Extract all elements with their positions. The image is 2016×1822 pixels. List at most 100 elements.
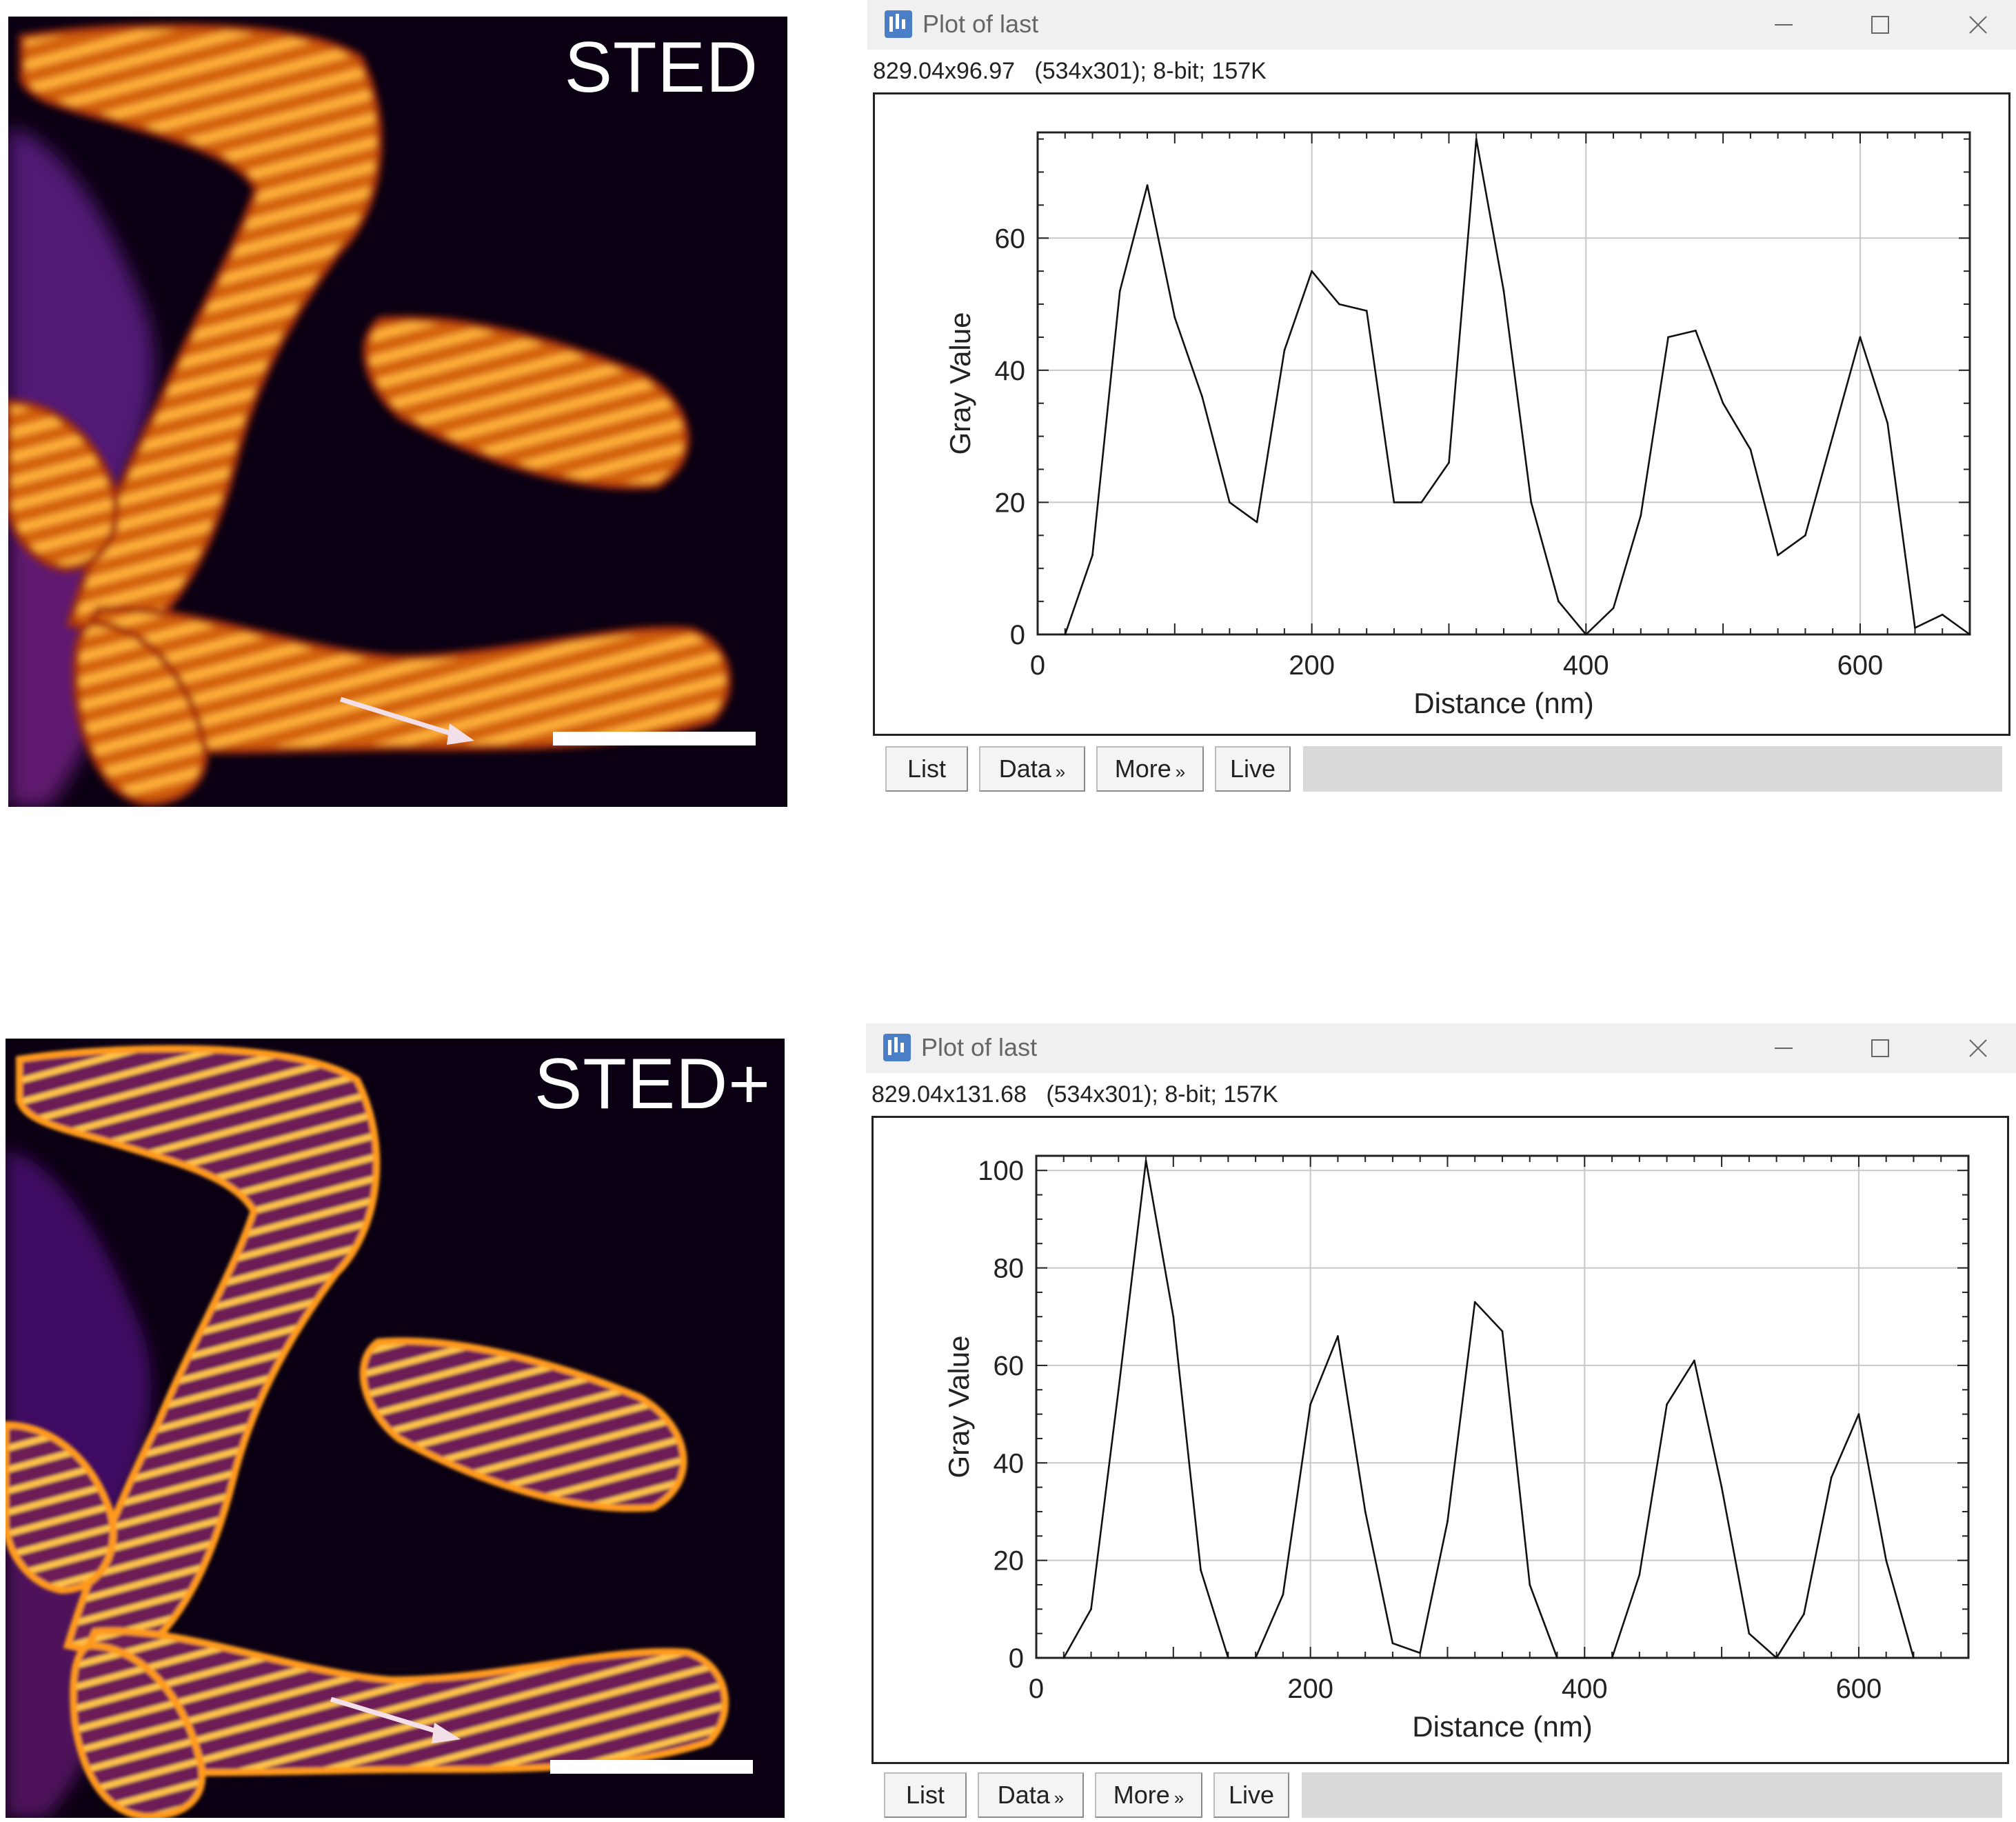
image-info: 829.04x96.97 (534x301); 8-bit; 157K	[873, 58, 1267, 84]
data-point	[1256, 521, 1258, 523]
maximize-icon	[1871, 16, 1889, 34]
close-button[interactable]	[1947, 1028, 2009, 1069]
minimize-button[interactable]	[1753, 1028, 1815, 1069]
y-tick-label: 20	[994, 1546, 1025, 1576]
data-point	[1172, 1315, 1175, 1318]
data-point	[1364, 1510, 1367, 1513]
maximize-icon	[1871, 1039, 1889, 1057]
x-tick-label: 400	[1562, 1674, 1608, 1704]
close-button[interactable]	[1947, 4, 2009, 46]
data-point	[1391, 1642, 1394, 1645]
data-point	[1062, 1656, 1065, 1659]
data-point	[1749, 448, 1752, 451]
maximize-button[interactable]	[1849, 4, 1911, 46]
data-point	[1831, 435, 1834, 438]
profile-line	[1062, 1159, 1915, 1659]
y-tick-label: 60	[995, 223, 1026, 254]
button-row: List Data» More» Live	[885, 746, 2016, 794]
line-chart: 0 200 400 600 0 20 40 60 Distance (nm) Gray Value	[944, 131, 1971, 719]
data-point	[1886, 422, 1889, 424]
data-point	[1448, 461, 1450, 464]
data-point	[1117, 1388, 1120, 1391]
data-point	[1064, 633, 1067, 636]
data-point	[1638, 1574, 1641, 1576]
minimize-icon	[1775, 24, 1793, 26]
plot-frame	[1036, 131, 1971, 636]
title-bar[interactable]: Plot of last	[866, 1023, 2016, 1073]
image-label: STED	[564, 28, 758, 108]
minimize-button[interactable]	[1753, 4, 1815, 46]
more-button[interactable]: More»	[1095, 1772, 1202, 1818]
data-point	[1583, 1656, 1586, 1659]
data-point	[1804, 534, 1806, 537]
data-button[interactable]: Data»	[978, 1772, 1084, 1818]
data-point	[1775, 1656, 1778, 1659]
x-tick-label: 200	[1287, 1674, 1333, 1704]
y-tick-label: 40	[994, 1448, 1025, 1479]
x-tick-label: 600	[1837, 650, 1884, 681]
data-point	[1914, 627, 1916, 629]
data-point	[1667, 336, 1669, 339]
data-point	[1475, 138, 1478, 140]
data-point	[1365, 310, 1368, 312]
plot-window-sted-plus: Plot of last 829.04x131.68 (534x301); 8-…	[866, 1023, 2016, 1822]
profile-arrow	[339, 697, 465, 740]
close-icon	[1969, 16, 1987, 34]
data-point	[1803, 1612, 1805, 1615]
plot-window-sted: Plot of last 829.04x96.97 (534x301); 8-b…	[867, 0, 2016, 807]
data-point	[1447, 1520, 1449, 1523]
more-button[interactable]: More»	[1096, 746, 1204, 792]
data-point	[1090, 1608, 1092, 1610]
data-point	[1968, 633, 1971, 636]
data-point	[1146, 184, 1149, 187]
data-point	[1885, 1559, 1888, 1562]
data-point	[1859, 336, 1862, 339]
plot-area: 0 200 400 600 0 20 40 60 80 100 Distance (nm) Gray …	[871, 1116, 2009, 1764]
data-point	[1419, 1652, 1422, 1654]
list-button[interactable]: List	[884, 1772, 967, 1818]
data-point	[1694, 329, 1697, 332]
imagej-app-icon	[883, 1034, 911, 1061]
data-button[interactable]: Data»	[979, 746, 1085, 792]
data-point	[1556, 1656, 1558, 1659]
x-tick-label: 0	[1029, 1674, 1044, 1704]
data-point	[1530, 501, 1533, 503]
y-tick-label: 100	[978, 1156, 1024, 1186]
y-tick-label: 0	[1009, 1643, 1024, 1674]
image-info: 829.04x131.68 (534x301); 8-bit; 157K	[871, 1081, 1278, 1108]
data-point	[1145, 1159, 1147, 1162]
data-point	[1748, 1632, 1751, 1635]
data-point	[1502, 290, 1505, 292]
plot-area: 0 200 400 600 0 20 40 60 Distance (nm) Gray Value	[873, 92, 2010, 736]
status-bar	[1302, 1772, 2002, 1818]
data-point	[1529, 1583, 1531, 1586]
data-point	[1777, 554, 1780, 557]
window-title: Plot of last	[921, 1033, 1038, 1061]
y-tick-label: 40	[995, 356, 1026, 386]
data-point	[1501, 1330, 1504, 1332]
data-point	[1200, 1569, 1202, 1572]
title-bar[interactable]: Plot of last	[867, 0, 2016, 50]
data-point	[1420, 501, 1423, 503]
sted-micrograph: STED	[8, 17, 787, 807]
sted-plus-micrograph: STED+	[6, 1039, 785, 1818]
y-tick-label: 80	[994, 1254, 1025, 1284]
list-button[interactable]: List	[885, 746, 968, 792]
y-axis-label: Gray Value	[943, 1336, 975, 1479]
data-point	[1612, 607, 1615, 610]
x-tick-label: 600	[1836, 1674, 1882, 1704]
data-point	[1830, 1476, 1833, 1479]
live-button[interactable]: Live	[1213, 1772, 1289, 1818]
data-point	[1227, 1656, 1229, 1659]
data-point	[1201, 395, 1203, 398]
mitochondria-image	[6, 1039, 785, 1818]
data-point	[1720, 1486, 1723, 1489]
live-button[interactable]: Live	[1215, 746, 1291, 792]
data-point	[1913, 1656, 1915, 1659]
chevron-right-icon: »	[1054, 1787, 1065, 1808]
profile-line	[1064, 138, 1970, 636]
data-point	[1693, 1359, 1695, 1362]
x-tick-label: 200	[1289, 650, 1335, 681]
x-tick-label: 400	[1563, 650, 1609, 681]
maximize-button[interactable]	[1849, 1028, 1911, 1069]
